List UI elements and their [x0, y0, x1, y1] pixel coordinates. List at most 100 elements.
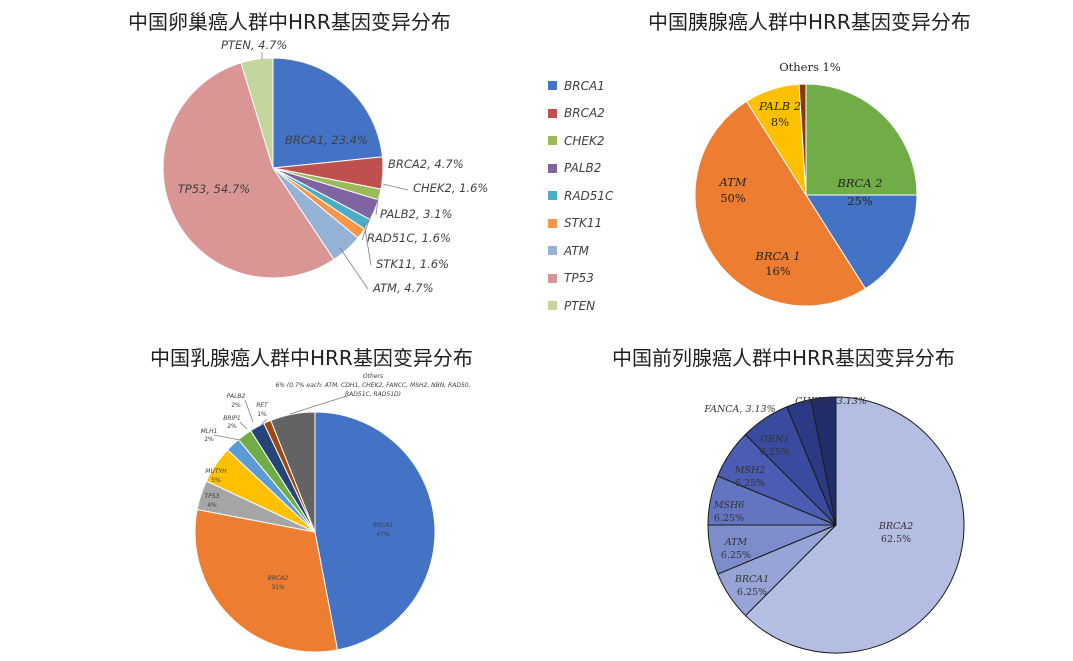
- ovarian-leader-rad51c: [361, 211, 373, 241]
- legend-item-pten: PTEN: [548, 292, 613, 320]
- legend-item-brca1: BRCA1: [548, 72, 613, 100]
- pancreatic-label-brca-2: BRCA 2: [836, 176, 882, 190]
- ovarian-label-brca1: BRCA1, 23.4%: [285, 133, 368, 147]
- legend-item-palb2: PALB2: [548, 155, 613, 183]
- breast-chart-title: 中国乳腺癌人群中HRR基因变异分布: [150, 346, 473, 370]
- legend-swatch-brca2: [548, 108, 557, 118]
- legend-item-stk11: STK11: [548, 210, 613, 238]
- breast-value-tp53: 4%: [207, 502, 217, 509]
- breast-others-note-1: RAD51C, RAD51D): [345, 391, 401, 398]
- legend-label-stk11: STK11: [564, 216, 603, 231]
- breast-value-mlh1: 2%: [204, 436, 214, 443]
- ovarian-pie-chart: BRCA1, 23.4% BRCA2, 4.7% CHEK2, 1.6% PALB2,…: [162, 38, 488, 295]
- prostate-slice-brca2: [744, 396, 965, 654]
- legend-label-palb2: PALB2: [564, 161, 602, 176]
- prostate-value-atm: 6.25%: [721, 550, 751, 561]
- prostate-label-brca2: BRCA2: [878, 521, 913, 532]
- prostate-label-msh2: MSH2: [734, 465, 766, 476]
- breast-label-tp53: TP53: [205, 493, 220, 500]
- ovarian-slice-tp53: [162, 62, 335, 279]
- prostate-pie-chart: BRCA2 62.5% BRCA1 6.25% ATM 6.25% MSH6 6.25% MSH…: [703, 396, 965, 654]
- prostate-value-gen1: 6.25%: [760, 447, 790, 458]
- ovarian-chart-title: 中国卵巢癌人群中HRR基因变异分布: [128, 10, 451, 34]
- breast-others-note-0: 6% (0.7% each: ATM, CDH1, CHEK2, FANCC, …: [275, 382, 470, 389]
- legend-label-brca1: BRCA1: [564, 78, 605, 93]
- pancreatic-slice-brca-1: [805, 194, 918, 290]
- prostate-label-atm: ATM: [724, 537, 748, 548]
- ovarian-legend: BRCA1 BRCA2 CHEK2 PALB2 RAD51C STK11 ATM TP53 PT…: [548, 72, 613, 320]
- pancreatic-label-atm: ATM: [718, 175, 747, 189]
- ovarian-label-atm: ATM, 4.7%: [372, 281, 434, 295]
- pancreatic-label-brca-1: BRCA 1: [754, 249, 800, 263]
- breast-label-palb2: PALB2: [227, 393, 246, 400]
- legend-swatch-stk11: [548, 218, 557, 228]
- ovarian-label-pten: PTEN, 4.7%: [221, 38, 287, 52]
- breast-value-brca1: 47%: [376, 531, 390, 538]
- ovarian-leader-palb2: [375, 198, 379, 216]
- prostate-label-fanca: FANCA, 3.13%: [703, 404, 775, 415]
- legend-label-chek2: CHEK2: [564, 133, 605, 148]
- ovarian-label-brca2: BRCA2, 4.7%: [388, 157, 464, 171]
- ovarian-label-rad51c: RAD51C, 1.6%: [367, 231, 451, 245]
- prostate-value-msh2: 6.25%: [735, 478, 765, 489]
- breast-pie-chart: BRCA147%BRCA231%TP534%MUTYH5%MLH12%BRIP1…: [194, 373, 471, 653]
- legend-swatch-brca1: [548, 81, 557, 91]
- breast-leader-brip1: [239, 421, 248, 430]
- legend-swatch-tp53: [548, 273, 557, 283]
- pancreatic-slice-brca-2: [805, 83, 918, 196]
- breast-value-brip1: 2%: [227, 423, 237, 430]
- legend-item-tp53: TP53: [548, 265, 613, 293]
- breast-label-brca2: BRCA2: [268, 575, 289, 582]
- legend-label-brca2: BRCA2: [564, 106, 605, 121]
- ovarian-leader-stk11: [363, 222, 372, 266]
- pancreatic-value-palb-2: 8%: [771, 115, 789, 129]
- breast-label-mutyh: MUTYH: [205, 468, 227, 475]
- ovarian-label-chek2: CHEK2, 1.6%: [413, 181, 488, 195]
- breast-leader-ret: [260, 418, 268, 426]
- legend-item-chek2: CHEK2: [548, 127, 613, 155]
- breast-slice-others: [270, 411, 316, 533]
- legend-swatch-pten: [548, 301, 557, 311]
- legend-label-rad51c: RAD51C: [564, 188, 614, 203]
- breast-label-mlh1: MLH1: [201, 428, 218, 435]
- legend-swatch-palb2: [548, 163, 557, 173]
- legend-item-atm: ATM: [548, 237, 613, 265]
- legend-swatch-chek2: [548, 136, 557, 146]
- prostate-chart-title: 中国前列腺癌人群中HRR基因变异分布: [612, 346, 955, 370]
- breast-label-brip1: BRIP1: [223, 415, 241, 422]
- breast-leader-palb2: [244, 399, 254, 423]
- breast-value-ret: 1%: [257, 411, 267, 418]
- pancreatic-slice-others: [798, 83, 807, 196]
- prostate-label-gen1: GEN1: [761, 434, 790, 445]
- prostate-label-chek2: CHEK2, 3.13%: [795, 396, 867, 407]
- pancreatic-value-brca-2: 25%: [847, 194, 873, 208]
- pancreatic-value-atm: 50%: [720, 191, 746, 205]
- breast-leader-others: [289, 394, 351, 415]
- legend-label-tp53: TP53: [564, 271, 594, 286]
- breast-value-brca2: 31%: [271, 584, 285, 591]
- breast-slice-brca1: [314, 411, 436, 651]
- pancreatic-chart-title: 中国胰腺癌人群中HRR基因变异分布: [648, 10, 971, 34]
- ovarian-leader-chek2: [382, 183, 409, 191]
- breast-value-mutyh: 5%: [211, 477, 221, 484]
- pancreatic-slice-atm: [694, 100, 867, 307]
- prostate-value-msh6: 6.25%: [714, 513, 744, 524]
- ovarian-slice-pten: [240, 57, 274, 169]
- breast-leader-mlh1: [213, 434, 241, 441]
- legend-swatch-rad51c: [548, 191, 557, 201]
- legend-label-pten: PTEN: [564, 298, 596, 313]
- prostate-label-msh6: MSH6: [713, 500, 745, 511]
- prostate-value-brca2: 62.5%: [881, 534, 911, 545]
- prostate-slice-chek2: [810, 396, 837, 526]
- breast-label-ret: RET: [256, 402, 269, 409]
- ovarian-slice-brca1: [272, 57, 383, 169]
- ovarian-leader-brca2: [374, 165, 383, 169]
- legend-swatch-atm: [548, 246, 557, 256]
- prostate-label-brca1: BRCA1: [734, 574, 769, 585]
- breast-slice-brca2: [194, 508, 339, 653]
- breast-value-palb2: 2%: [231, 402, 241, 409]
- legend-item-brca2: BRCA2: [548, 100, 613, 128]
- legend-label-atm: ATM: [564, 243, 590, 258]
- pancreatic-pie-chart: BRCA 2 25% BRCA 116% ATM 50% PALB 2 8% Others 1…: [694, 60, 918, 307]
- pancreatic-label-others: Others 1%: [779, 60, 841, 74]
